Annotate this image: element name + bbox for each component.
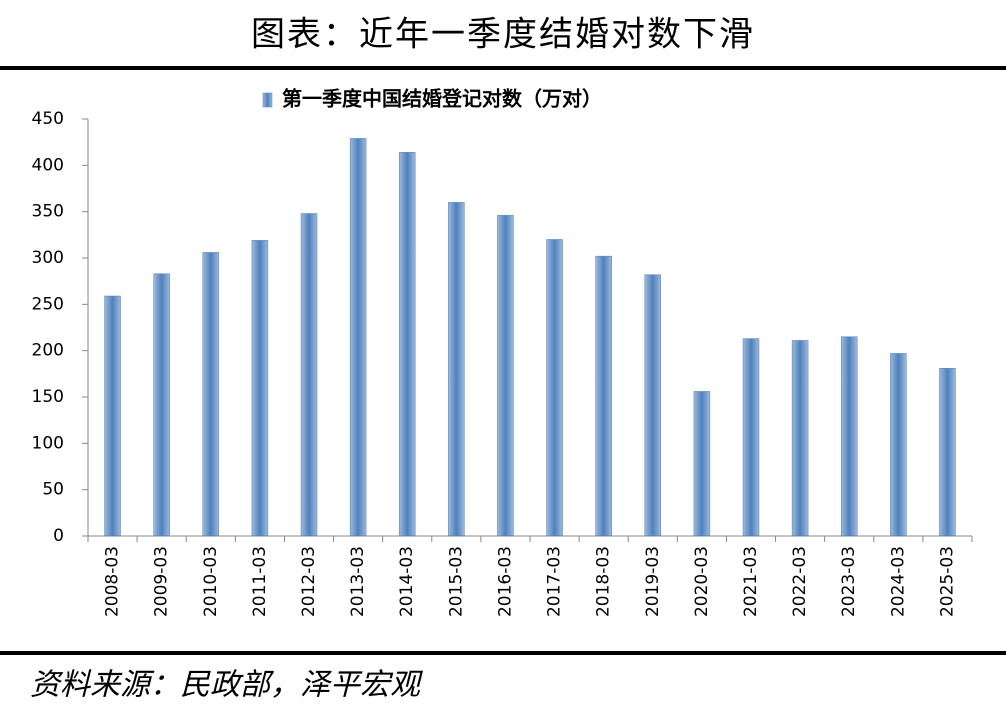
x-tick-label: 2025-03 bbox=[937, 546, 957, 617]
x-tick-label: 2011-03 bbox=[250, 546, 270, 617]
bar bbox=[497, 215, 514, 537]
x-tick-label: 2010-03 bbox=[201, 546, 221, 617]
y-tick-label: 150 bbox=[32, 387, 64, 407]
y-tick-label: 50 bbox=[42, 480, 64, 500]
bar bbox=[840, 336, 858, 537]
bar bbox=[251, 240, 269, 537]
bar bbox=[104, 295, 121, 537]
legend-label: 第一季度中国结婚登记对数（万对） bbox=[282, 87, 602, 111]
bar bbox=[890, 353, 907, 537]
x-tick-label: 2013-03 bbox=[348, 546, 368, 617]
bar bbox=[153, 273, 170, 537]
x-tick-label: 2016-03 bbox=[495, 546, 515, 617]
bar bbox=[349, 138, 367, 537]
source-rule bbox=[0, 651, 1006, 655]
y-tick-label: 100 bbox=[32, 433, 64, 453]
bar bbox=[202, 252, 220, 537]
x-tick-label: 2022-03 bbox=[790, 546, 810, 617]
x-tick-label: 2012-03 bbox=[299, 546, 319, 617]
x-tick-label: 2023-03 bbox=[839, 546, 859, 617]
x-tick-label: 2015-03 bbox=[446, 546, 466, 617]
x-tick-label: 2024-03 bbox=[888, 546, 908, 617]
bar bbox=[398, 152, 416, 537]
bar bbox=[693, 391, 711, 537]
x-tick-label: 2009-03 bbox=[152, 546, 172, 617]
source-note: 资料来源：民政部，泽平宏观 bbox=[30, 668, 423, 703]
bar bbox=[742, 338, 760, 537]
bar bbox=[300, 213, 318, 537]
bar bbox=[595, 255, 612, 537]
y-tick-label: 300 bbox=[32, 248, 64, 268]
x-tick-label: 2019-03 bbox=[643, 546, 663, 617]
bar bbox=[448, 202, 465, 537]
y-tick-label: 250 bbox=[32, 294, 64, 314]
y-tick-label: 200 bbox=[32, 341, 64, 361]
y-tick-label: 450 bbox=[32, 109, 64, 129]
y-tick-label: 0 bbox=[53, 526, 64, 546]
bar bbox=[791, 340, 809, 537]
x-tick-label: 2014-03 bbox=[397, 546, 417, 617]
title-rule bbox=[0, 66, 1006, 70]
chart-title: 图表：近年一季度结婚对数下滑 bbox=[251, 15, 755, 55]
x-tick-label: 2017-03 bbox=[545, 546, 565, 617]
x-tick-label: 2008-03 bbox=[103, 546, 123, 617]
x-tick-label: 2018-03 bbox=[594, 546, 614, 617]
y-tick-label: 350 bbox=[32, 202, 64, 222]
x-tick-label: 2020-03 bbox=[692, 546, 712, 617]
x-tick-label: 2021-03 bbox=[741, 546, 761, 617]
y-tick-label: 400 bbox=[32, 155, 64, 175]
bar bbox=[939, 368, 956, 537]
legend-swatch bbox=[262, 92, 273, 108]
bar bbox=[546, 239, 563, 537]
bar bbox=[644, 274, 662, 537]
